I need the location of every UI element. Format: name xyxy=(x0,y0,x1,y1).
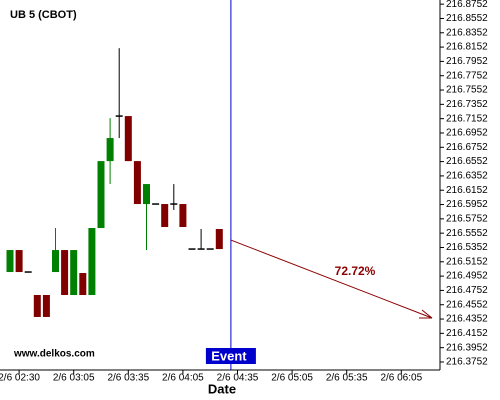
candle-body xyxy=(79,273,87,295)
candle-body xyxy=(161,204,169,228)
candle-body xyxy=(143,184,150,205)
candle-body xyxy=(6,250,14,273)
y-tick-label: 216.7552 xyxy=(446,85,488,96)
projection-arrowhead xyxy=(419,309,433,319)
y-tick-label: 216.6752 xyxy=(446,142,488,153)
y-tick-label: 216.5952 xyxy=(446,199,488,210)
candle-body xyxy=(42,294,50,317)
candle-body xyxy=(133,161,141,205)
y-tick-label: 216.6552 xyxy=(446,156,488,167)
y-tick-label: 216.6352 xyxy=(446,171,488,182)
x-axis-title: Date xyxy=(208,381,236,396)
y-tick-label: 216.3752 xyxy=(446,357,488,368)
candle-body xyxy=(179,204,187,228)
candle-body xyxy=(97,161,105,229)
event-label: Event xyxy=(211,348,247,363)
y-tick-label: 216.4352 xyxy=(446,314,488,325)
candle-body xyxy=(88,228,96,295)
y-tick-label: 216.4952 xyxy=(446,271,488,282)
y-tick-label: 216.7752 xyxy=(446,70,488,81)
event-box xyxy=(205,348,256,364)
y-tick-label: 216.6152 xyxy=(446,185,488,196)
candle-body xyxy=(215,229,223,250)
candle-body xyxy=(70,250,78,295)
candle-body xyxy=(52,250,59,273)
y-tick-label: 216.8352 xyxy=(446,27,488,38)
y-tick-label: 216.5352 xyxy=(446,242,488,253)
x-tick-label: 2/6 04:05 xyxy=(162,373,204,384)
candle-body xyxy=(124,116,132,162)
candle-body xyxy=(33,294,41,317)
y-tick-label: 216.7952 xyxy=(446,56,488,67)
y-tick-label: 216.5152 xyxy=(446,256,488,267)
watermark: www.delkos.com xyxy=(13,349,95,360)
y-tick-label: 216.7152 xyxy=(446,113,488,124)
y-tick-label: 216.6952 xyxy=(446,128,488,139)
candle-body xyxy=(15,250,23,273)
chart-title: UB 5 (CBOT) xyxy=(10,9,77,21)
y-tick-label: 216.8752 xyxy=(446,0,488,10)
x-tick-label: 2/6 05:05 xyxy=(271,373,313,384)
projection-label: 72.72% xyxy=(335,264,376,278)
candle-body xyxy=(61,250,69,295)
y-tick-label: 216.4552 xyxy=(446,299,488,310)
y-tick-label: 216.4152 xyxy=(446,328,488,339)
projection-arrow xyxy=(230,239,433,319)
y-tick-label: 216.8152 xyxy=(446,42,488,53)
y-tick-label: 216.4752 xyxy=(446,285,488,296)
y-tick-label: 216.7352 xyxy=(446,99,488,110)
y-tick-label: 216.5552 xyxy=(446,228,488,239)
x-tick-label: 2/6 05:35 xyxy=(326,373,368,384)
y-tick-label: 216.5752 xyxy=(446,213,488,224)
x-tick-label: 2/6 03:35 xyxy=(107,373,149,384)
x-tick-label: 2/6 03:05 xyxy=(53,373,95,384)
x-tick-label: 2/6 02:30 xyxy=(0,373,40,384)
x-tick-label: 2/6 06:05 xyxy=(380,373,422,384)
y-tick-label: 216.8552 xyxy=(446,13,488,24)
candle-body xyxy=(106,138,114,162)
y-tick-label: 216.3952 xyxy=(446,342,488,353)
x-tick-label: 2/6 04:35 xyxy=(217,373,259,384)
